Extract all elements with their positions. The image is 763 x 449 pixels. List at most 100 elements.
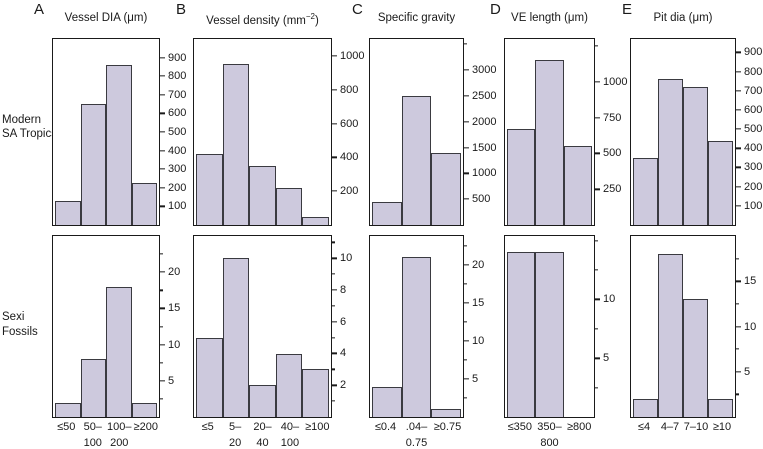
- histogram-bar-E-bottom-1: [658, 254, 683, 417]
- histogram-bar-E-top-2: [683, 86, 708, 225]
- y-axis-minor-tick: [463, 397, 467, 399]
- histogram-bar-B-bottom-2: [249, 385, 276, 417]
- y-axis-tick-label: 600: [340, 117, 359, 130]
- panel-letter-e: E: [622, 1, 633, 18]
- y-axis-minor-tick: [463, 245, 467, 247]
- histogram-bar-C-bottom-1: [401, 257, 432, 417]
- panel-letter-c: C: [352, 1, 363, 18]
- y-axis-minor-tick: [331, 336, 335, 339]
- bars-area: [55, 39, 157, 225]
- x-axis-tick-label-line2: 200: [110, 437, 129, 449]
- panel-title-C: Specific gravity: [377, 12, 456, 24]
- y-axis-tick: [159, 205, 165, 208]
- histogram-panel-E-top: 100 200 300 400 500 600 700 800 900: [630, 38, 762, 226]
- y-axis-minor-tick: [159, 398, 163, 400]
- x-axis-tick-label: ≥10: [712, 421, 732, 433]
- y-axis-minor-tick: [159, 325, 163, 328]
- y-axis-tick: [463, 69, 469, 71]
- bars-area: [633, 236, 733, 417]
- y-axis-tick-label: 200: [744, 180, 763, 193]
- y-axis-tick: [735, 325, 741, 328]
- histogram-bar-A-top-1: [80, 104, 106, 225]
- y-axis-tick: [735, 51, 741, 54]
- y-axis-tick: [331, 352, 337, 355]
- y-axis-tick-label: 5: [472, 372, 479, 385]
- bars-area: [196, 39, 329, 225]
- y-axis-tick-label: 900: [744, 46, 763, 59]
- y-axis-tick-label: 5: [168, 374, 175, 387]
- x-axis-tick-label: ≤0.4: [374, 421, 397, 433]
- y-axis-tick: [159, 75, 165, 77]
- y-axis-tick: [594, 188, 600, 190]
- histogram-bar-A-top-3: [131, 183, 157, 225]
- y-axis-tick: [159, 271, 165, 273]
- y-axis-minor-tick: [594, 328, 598, 330]
- y-axis-tick: [159, 112, 165, 115]
- histogram-panel-D-bottom: 5 10 ≤350 350– ≥800 800: [504, 235, 615, 449]
- y-axis-minor-tick: [331, 400, 335, 402]
- histogram-bar-E-bottom-2: [683, 299, 708, 417]
- histogram-bar-C-top-1: [401, 95, 432, 225]
- y-axis-tick: [735, 166, 741, 169]
- x-axis-tick-label: 40–: [280, 421, 300, 433]
- x-axis-tick-label-line2: 100: [280, 437, 300, 449]
- histogram-panel-B-bottom: 2 4 6 8 10 ≤5 5– 20– 40– ≥100 20 40 100: [193, 235, 352, 449]
- y-axis-tick-label: 5: [603, 352, 610, 365]
- y-axis-minor-tick: [159, 362, 163, 364]
- y-axis-tick: [331, 321, 337, 323]
- y-axis-tick-label: 15: [168, 302, 181, 315]
- x-axis-tick-label-line2: 40: [256, 437, 269, 449]
- y-axis-tick: [463, 378, 469, 380]
- y-axis-minor-tick: [463, 359, 467, 361]
- x-axis-tick-label: 100–: [107, 421, 132, 433]
- y-axis-tick-label: 100: [744, 199, 763, 212]
- y-axis-minor-tick: [735, 303, 739, 305]
- histogram-bar-A-bottom-1: [80, 359, 106, 417]
- y-axis-tick-label: 200: [168, 181, 187, 194]
- histogram-bar-E-top-1: [658, 79, 683, 225]
- y-axis-tick-label: 300: [168, 163, 187, 176]
- y-axis-tick-label: 500: [603, 147, 622, 160]
- row-label-modern-line2: SA Tropics: [2, 128, 57, 140]
- y-axis-tick-label: 1000: [603, 75, 628, 88]
- x-axis-tick-label-line2: 0.75: [405, 437, 428, 449]
- y-axis-tick-label: 800: [168, 70, 187, 83]
- y-axis-tick-label: 400: [340, 151, 359, 164]
- y-axis-tick-label: 2000: [472, 115, 497, 128]
- y-axis-tick: [463, 146, 469, 149]
- y-axis-tick: [463, 264, 469, 266]
- y-axis-tick-label: 20: [472, 258, 485, 271]
- y-axis-tick: [159, 380, 165, 382]
- histogram-panel-C-top: 500 1000 1500 2000 2500 3000: [369, 38, 496, 226]
- y-axis-minor-tick: [594, 269, 598, 271]
- x-axis-tick-label: 4–7: [660, 421, 680, 433]
- y-axis-tick: [159, 343, 165, 346]
- histogram-panel-A-top: 100 200 300 400 500 600 700 800 900: [52, 38, 186, 226]
- x-axis-tick-label: 50–: [83, 421, 102, 433]
- y-axis-tick: [159, 149, 165, 152]
- histogram-bar-E-bottom-0: [633, 398, 658, 417]
- x-axis-tick-label-line2: 800: [540, 437, 559, 449]
- x-axis-tick-label-line2: 20: [228, 437, 242, 449]
- bars-area: [633, 39, 733, 225]
- y-axis-tick-label: 15: [472, 296, 485, 309]
- histogram-bar-D-top-2: [563, 146, 592, 225]
- x-axis-tick-label: ≥200: [133, 421, 158, 433]
- title-superscript: −2: [305, 12, 315, 21]
- y-axis-tick: [331, 55, 337, 57]
- y-axis-tick-label: 600: [168, 107, 187, 120]
- y-axis-minor-tick: [594, 240, 598, 242]
- x-axis-tick-label: ≤50: [57, 421, 76, 433]
- y-axis-tick-label: 400: [744, 142, 763, 155]
- y-axis-tick: [159, 187, 165, 189]
- y-axis-tick: [735, 109, 741, 111]
- y-axis-tick: [735, 205, 741, 207]
- y-axis-tick: [463, 302, 469, 304]
- bars-area: [55, 236, 157, 417]
- histogram-bar-D-top-0: [507, 129, 536, 225]
- histogram-bar-C-top-0: [372, 201, 402, 225]
- histogram-panel-A-bottom: 5 10 15 20 ≤50 50– 100– ≥200 100 200: [52, 235, 180, 449]
- y-axis-tick-label: 750: [603, 111, 622, 124]
- histogram-bar-A-bottom-3: [131, 402, 157, 417]
- histogram-bar-E-bottom-3: [708, 398, 733, 417]
